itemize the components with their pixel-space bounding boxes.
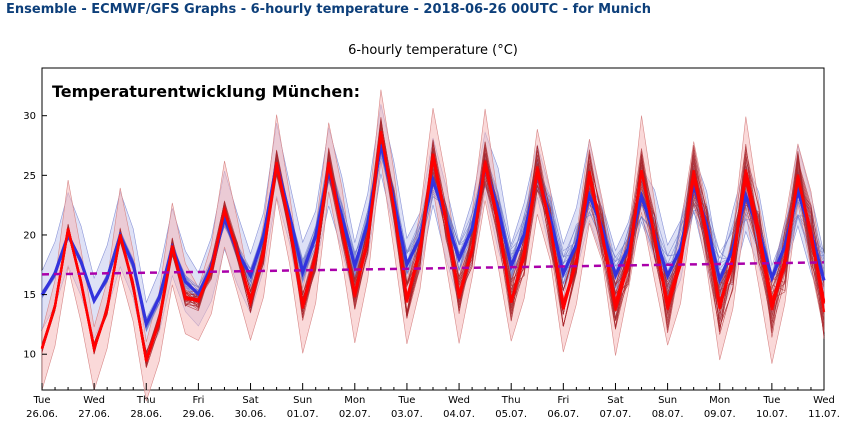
x-tick-date: 26.06.	[26, 409, 58, 420]
y-tick-label: 15	[23, 290, 36, 301]
x-tick-day: Fri	[192, 395, 204, 406]
x-tick-day: Wed	[83, 395, 105, 406]
x-tick-day: Wed	[448, 395, 470, 406]
x-axis: Tue 26.06. Wed 27.06. Thu 28.06. Fri 29.06. Sat 3…	[26, 383, 840, 420]
y-tick-label: 10	[23, 350, 36, 361]
x-tick-day: Wed	[813, 395, 835, 406]
ecmwf-member-line	[41, 119, 825, 359]
x-tick-date: 28.06.	[130, 409, 162, 420]
x-tick-date: 29.06.	[182, 409, 214, 420]
x-tick-day: Thu	[501, 395, 521, 406]
x-tick-day: Thu	[136, 395, 156, 406]
x-tick-day: Mon	[344, 395, 365, 406]
chart-annotation: Temperaturentwicklung München:	[52, 82, 360, 101]
x-tick-date: 01.07.	[287, 409, 319, 420]
x-tick-date: 04.07.	[443, 409, 475, 420]
y-tick-label: 20	[23, 230, 36, 241]
x-tick-day: Fri	[557, 395, 569, 406]
x-tick-date: 03.07.	[391, 409, 423, 420]
x-tick-date: 09.07.	[704, 409, 736, 420]
page-header-title: Ensemble - ECMWF/GFS Graphs - 6-hourly t…	[6, 2, 651, 17]
x-tick-date: 11.07.	[808, 409, 840, 420]
x-tick-day: Tue	[397, 395, 415, 406]
x-tick-date: 30.06.	[235, 409, 267, 420]
x-tick-date: 06.07.	[547, 409, 579, 420]
x-tick-day: Sun	[658, 395, 677, 406]
x-tick-date: 05.07.	[495, 409, 527, 420]
y-tick-label: 25	[23, 171, 36, 182]
x-tick-day: Tue	[32, 395, 50, 406]
x-tick-day: Sat	[607, 395, 623, 406]
ensemble-mean-lines	[40, 130, 826, 362]
x-tick-date: 02.07.	[339, 409, 371, 420]
x-tick-date: 10.07.	[756, 409, 788, 420]
chart-title: 6-hourly temperature (°C)	[348, 43, 518, 58]
x-tick-date: 27.06.	[78, 409, 110, 420]
x-tick-day: Sat	[242, 395, 258, 406]
x-tick-date: 07.07.	[600, 409, 632, 420]
climate-trend-layer	[41, 261, 825, 276]
climate-trend-line	[41, 261, 825, 276]
x-tick-day: Tue	[762, 395, 780, 406]
ecmwf-mean-line	[40, 130, 826, 361]
x-tick-day: Mon	[709, 395, 730, 406]
y-tick-label: 30	[23, 111, 36, 122]
y-axis: 10 15 20 25 30	[23, 111, 47, 361]
x-tick-day: Sun	[293, 395, 312, 406]
x-tick-date: 08.07.	[652, 409, 684, 420]
